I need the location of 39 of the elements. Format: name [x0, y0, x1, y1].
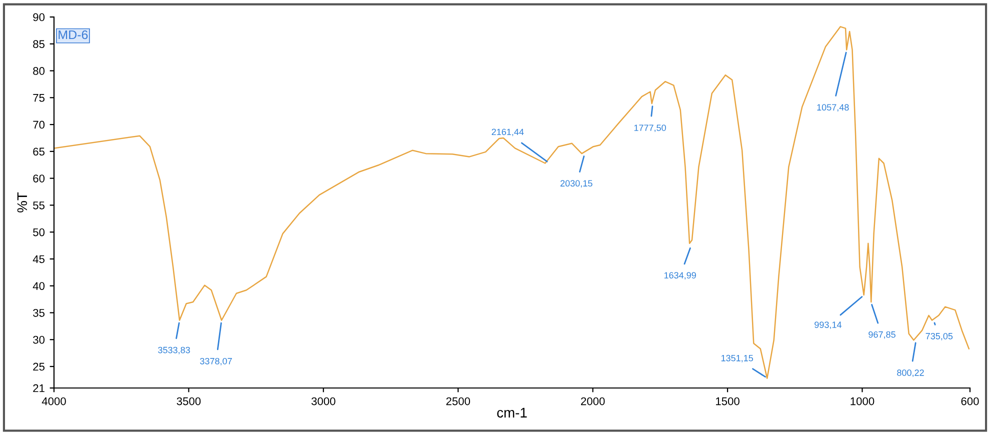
annotation: 993,14 — [814, 322, 842, 330]
y-tick-label: 65 — [33, 148, 45, 156]
x-tick-label: 3500 — [176, 397, 201, 406]
annotation: 2161,44 — [492, 128, 524, 136]
x-tick-label: 2500 — [446, 397, 470, 406]
x-tick-label: 4000 — [42, 397, 66, 406]
y-tick-label: 75 — [33, 94, 45, 102]
x-tick-label: 2000 — [581, 397, 605, 406]
y-tick-label: 21 — [33, 384, 44, 392]
annotation: 3378,07 — [200, 358, 232, 366]
annotation: 967,85 — [868, 331, 896, 339]
y-tick-label: 80 — [33, 67, 45, 75]
x-axis-title: cm-1 — [497, 408, 527, 418]
y-axis-title: %T — [17, 192, 28, 212]
annotation: 1777,50 — [634, 124, 666, 132]
y-tick-label: 25 — [33, 362, 45, 371]
annotation: 735,05 — [926, 332, 953, 340]
y-tick-label: 60 — [33, 174, 45, 182]
y-tick-label: 55 — [33, 202, 45, 210]
y-tick-label: 35 — [33, 308, 45, 317]
x-tick-label: 1500 — [716, 397, 740, 406]
y-tick-label: 70 — [33, 120, 45, 129]
annotation: 1351,15 — [721, 354, 754, 362]
annotation: 2030,15 — [560, 180, 592, 188]
y-tick-label: 90 — [33, 13, 45, 22]
x-tick-label: 3000 — [311, 397, 336, 406]
y-tick-label: 50 — [33, 228, 45, 236]
annotation: 1057,48 — [817, 104, 849, 112]
annotation: 1634,99 — [664, 272, 696, 280]
x-tick-label: 600 — [961, 397, 979, 406]
x-tick-label: 1000 — [850, 397, 874, 406]
annotation: 3533,83 — [158, 346, 190, 354]
y-tick-label: 45 — [32, 255, 45, 264]
text: MD-6 — [58, 30, 88, 40]
y-tick-label: 30 — [33, 336, 45, 344]
y-tick-label: 40 — [32, 282, 45, 290]
line-series — [54, 26, 970, 379]
annotation: 800,22 — [897, 370, 924, 377]
y-tick-label: 85 — [33, 40, 45, 48]
